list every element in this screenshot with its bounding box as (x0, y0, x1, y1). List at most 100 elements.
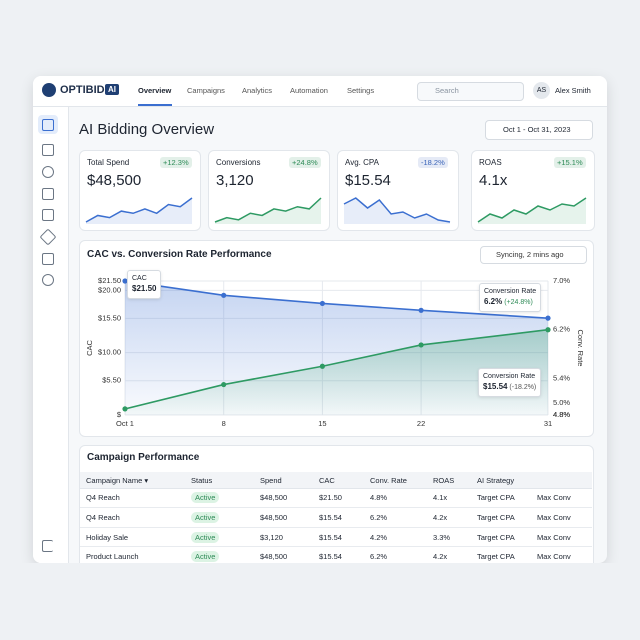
nav-icon[interactable] (42, 119, 54, 131)
row-divider (80, 507, 592, 508)
kpi-label: Avg. CPA (345, 158, 379, 167)
tooltip-value: $21.50 (132, 284, 157, 293)
kpi-card (471, 150, 595, 231)
table-cell: Q4 Reach (86, 513, 120, 522)
y-tick-label: $21.50 (98, 276, 121, 285)
tooltip: CAC $21.50 (127, 270, 162, 299)
table-cell: Product Launch (86, 552, 139, 561)
table-cell: Holiday Sale (86, 533, 129, 542)
nav-icon[interactable] (42, 144, 54, 156)
sync-status[interactable]: Syncing, 2 mins ago (496, 250, 564, 259)
y2-tick-label: 4.8% (553, 410, 570, 419)
row-divider (80, 527, 592, 528)
tooltip-row: 6.2% (+24.8%) (484, 297, 536, 308)
table-cell: 4.2x (433, 513, 448, 522)
kpi-change: +12.3% (160, 157, 192, 168)
avatar[interactable]: AS (533, 82, 550, 99)
column-header: Status (191, 476, 213, 485)
tooltip: Conversion Rate 6.2% (+24.8%) (479, 283, 542, 312)
user-name[interactable]: Alex Smith (555, 86, 591, 95)
search-box[interactable] (417, 82, 524, 101)
data-point (221, 381, 227, 388)
kpi-label: ROAS (479, 158, 502, 167)
y-axis-title: CAC (85, 340, 94, 356)
table-cell: Max Conv (537, 552, 571, 561)
nav-icon[interactable] (42, 188, 54, 200)
y2-tick-label: 6.2% (553, 325, 570, 334)
column-header: Spend (260, 476, 282, 485)
kpi-change: +15.1% (554, 157, 586, 168)
active-underline (138, 104, 172, 106)
search-placeholder[interactable]: Search (435, 86, 459, 95)
kpi-change: +24.8% (289, 157, 321, 168)
table-header-row (80, 472, 592, 489)
table-cell: Target CPA (477, 493, 515, 502)
sparkline-area (478, 198, 586, 224)
nav-icon[interactable] (42, 209, 54, 221)
logout-icon[interactable] (42, 540, 53, 552)
table-cell: $15.54 (319, 552, 342, 561)
nav-link[interactable]: Overview (138, 86, 172, 95)
table-cell: Q4 Reach (86, 493, 120, 502)
table-cell: 4.1x (433, 493, 448, 502)
table-cell: 4.2x (433, 552, 448, 561)
column-header: AI Strategy (477, 476, 515, 485)
nav-icon[interactable] (42, 253, 54, 265)
y-tick-label: $15.50 (98, 313, 121, 322)
date-picker[interactable] (485, 120, 593, 140)
table-cell: Target CPA (477, 513, 515, 522)
table-cell: Max Conv (537, 493, 571, 502)
nav-icon[interactable] (42, 166, 54, 178)
table-cell: $48,500 (260, 493, 288, 502)
kpi-change: -18.2% (418, 157, 448, 168)
sparkline (477, 197, 587, 223)
tooltip: Conversion Rate $15.54 (-18.2%) (478, 368, 542, 397)
kpi-value: 3,120 (216, 172, 254, 189)
sparkline (343, 197, 451, 223)
tooltip-row: $15.54 (-18.2%) (483, 382, 536, 393)
row-divider (80, 546, 592, 547)
sparkline (214, 197, 322, 223)
y-tick-label: $10.00 (98, 348, 121, 357)
sparkline-area (86, 198, 192, 224)
table-cell: $48,500 (260, 552, 288, 561)
table-cell: 4.2% (370, 533, 388, 542)
column-header: ROAS (433, 476, 455, 485)
nav-link[interactable]: Settings (347, 86, 375, 95)
status-badge: Active (191, 512, 220, 523)
column-header: Conv. Rate (370, 476, 407, 485)
column-header[interactable]: Campaign Name ▾ (86, 476, 149, 485)
kpi-card (79, 150, 201, 231)
kpi-card (337, 150, 459, 231)
tooltip-row: $21.50 (132, 284, 156, 295)
table-cell: 4.8% (370, 493, 388, 502)
nav-link[interactable]: Analytics (242, 86, 273, 95)
nav-link[interactable]: Campaigns (187, 86, 225, 95)
kpi-value: $15.54 (345, 172, 391, 189)
sidebar (33, 107, 69, 563)
tooltip-value: $15.54 (483, 382, 508, 391)
data-point (122, 406, 128, 412)
data-point (418, 342, 424, 348)
table-cell: Target CPA (477, 552, 515, 561)
x-tick-label: 8 (222, 419, 226, 428)
status-badge: Active (191, 532, 220, 543)
nav-link[interactable]: Automation (290, 86, 328, 95)
logo-badge: AI (105, 84, 119, 95)
kpi-label: Conversions (216, 158, 261, 167)
logo-icon (42, 83, 56, 97)
data-point (319, 300, 325, 307)
nav-icon[interactable] (42, 274, 54, 286)
y-tick-label: $20.00 (98, 285, 121, 294)
table-cell: $48,500 (260, 513, 288, 522)
table-cell: $15.54 (319, 513, 342, 522)
date-range[interactable]: Oct 1 - Oct 31, 2023 (503, 125, 571, 134)
y-tick-label: $ (117, 410, 122, 419)
logo: OPTIBID (60, 84, 105, 96)
table-card (79, 445, 594, 577)
tooltip-value: 6.2% (484, 297, 503, 306)
table-title: Campaign Performance (87, 452, 200, 463)
sync-button[interactable] (480, 246, 587, 264)
